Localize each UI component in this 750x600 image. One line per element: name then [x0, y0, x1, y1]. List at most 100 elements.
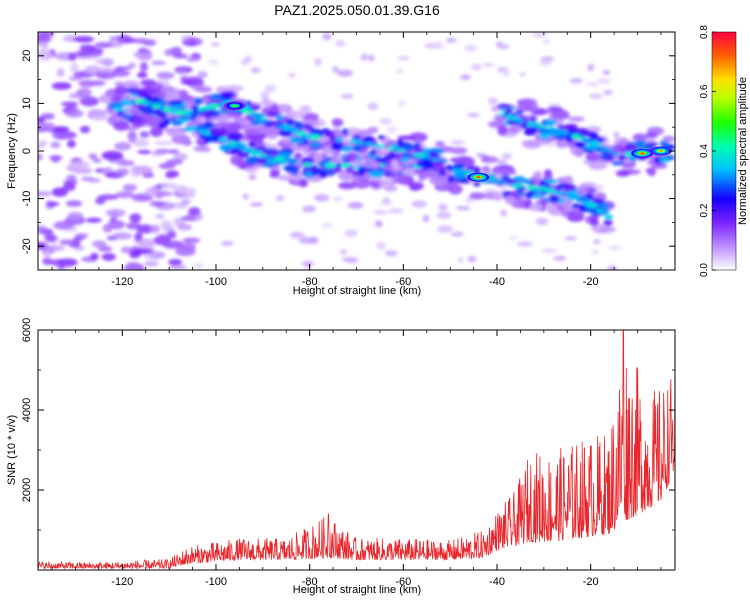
- noise-cell: [132, 264, 145, 270]
- spectrogram-y-axis-label: Frequency (Hz): [6, 113, 18, 189]
- noise-cell: [144, 261, 159, 267]
- noise-cell: [422, 214, 430, 223]
- peak-cell: [476, 176, 481, 178]
- noise-cell: [398, 100, 406, 107]
- ridge-halo-cell: [330, 157, 343, 164]
- noise-cell: [79, 125, 91, 134]
- y-tick-label: 0: [21, 148, 33, 154]
- colorbar-tick-label: 0.0: [699, 263, 710, 277]
- ridge-halo-cell: [481, 165, 491, 174]
- noise-cell: [84, 65, 101, 74]
- ridge-halo-cell: [450, 147, 468, 155]
- ridge-halo-cell: [275, 103, 293, 113]
- colorbar-tick-label: 0.2: [699, 203, 710, 217]
- noise-cell: [367, 102, 379, 110]
- noise-cell: [501, 153, 512, 160]
- ridge-core-cell: [593, 137, 606, 142]
- ridge-halo-cell: [397, 135, 416, 141]
- ridge-bright-cell: [423, 155, 432, 160]
- noise-cell: [169, 264, 187, 270]
- noise-cell: [151, 151, 166, 156]
- noise-cell: [79, 96, 99, 107]
- noise-cell: [92, 240, 107, 248]
- ridge-core-cell: [377, 135, 385, 140]
- ridge-core-cell: [502, 190, 512, 196]
- noise-cell: [105, 209, 126, 217]
- ridge-core-cell: [318, 170, 328, 179]
- ridge-halo-cell: [469, 192, 486, 200]
- noise-cell: [497, 43, 510, 50]
- y-tick-label: 6000: [21, 318, 33, 342]
- noise-cell: [76, 88, 92, 98]
- snr-y-ticks: 2000 4000 6000: [21, 318, 675, 531]
- noise-cell: [397, 55, 410, 61]
- ridge-halo-cell: [615, 169, 631, 177]
- snr-series-line: [38, 330, 675, 570]
- ridge-core-cell: [595, 203, 612, 208]
- ridge-halo-cell: [131, 117, 146, 128]
- noise-cell: [603, 89, 613, 96]
- ridge-halo-cell: [390, 159, 399, 169]
- noise-cell: [85, 217, 102, 223]
- noise-cell: [149, 201, 166, 207]
- noise-cell: [155, 190, 170, 197]
- noise-cell: [158, 163, 176, 169]
- noise-cell: [587, 63, 595, 72]
- noise-cell: [128, 62, 137, 69]
- noise-cell: [138, 241, 155, 249]
- noise-cell: [250, 202, 263, 207]
- noise-cell: [124, 37, 138, 44]
- noise-cell: [67, 212, 84, 222]
- noise-cell: [42, 251, 52, 258]
- ridge-halo-cell: [139, 131, 150, 138]
- noise-cell: [445, 37, 457, 43]
- noise-cell: [91, 53, 103, 57]
- ridge-halo-cell: [258, 126, 279, 134]
- noise-cell: [44, 233, 57, 243]
- ridge-halo-cell: [528, 203, 543, 212]
- noise-cell: [102, 223, 113, 233]
- noise-cell: [150, 224, 160, 234]
- noise-cell: [180, 199, 191, 204]
- peak-cell: [232, 105, 237, 107]
- ridge-core-cell: [219, 127, 228, 136]
- x-tick-label: -40: [489, 576, 505, 588]
- noise-cell: [541, 248, 557, 254]
- noise-cell: [337, 69, 354, 77]
- noise-cell: [89, 80, 106, 87]
- noise-cell: [49, 258, 71, 267]
- ridge-core-cell: [514, 110, 524, 115]
- noise-cell: [38, 153, 43, 161]
- ridge-core-cell: [599, 154, 610, 159]
- ridge-core-cell: [445, 164, 453, 170]
- noise-cell: [139, 62, 148, 72]
- noise-cell: [396, 68, 404, 74]
- ridge-core-cell: [215, 109, 230, 114]
- noise-cell: [111, 232, 133, 240]
- noise-cell: [553, 256, 567, 261]
- noise-cell: [181, 215, 196, 222]
- ridge-halo-cell: [516, 103, 535, 112]
- ridge-core-cell: [310, 131, 324, 136]
- x-tick-label: -60: [395, 276, 411, 288]
- noise-cell: [101, 253, 116, 261]
- ridge-core-cell: [456, 177, 471, 184]
- ridge-core-cell: [245, 156, 260, 165]
- ridge-core-cell: [571, 203, 580, 209]
- ridge-core-cell: [423, 147, 430, 156]
- ridge-halo-cell: [413, 168, 426, 174]
- ridge-core-cell: [167, 100, 183, 106]
- spectrogram-y-ticks: -20 -10 0 10 20: [21, 31, 675, 271]
- ridge-halo-cell: [599, 226, 617, 233]
- ridge-halo-cell: [492, 191, 503, 202]
- noise-cell: [585, 81, 599, 87]
- noise-cell: [314, 194, 330, 202]
- snr-x-axis-label: Height of straight line (km): [293, 584, 421, 596]
- noise-cell: [467, 256, 477, 263]
- noise-cell: [386, 126, 398, 134]
- ridge-bright-cell: [596, 208, 603, 213]
- noise-cell: [322, 33, 332, 41]
- y-tick-label: 4000: [21, 398, 33, 422]
- ridge-core-cell: [603, 219, 613, 226]
